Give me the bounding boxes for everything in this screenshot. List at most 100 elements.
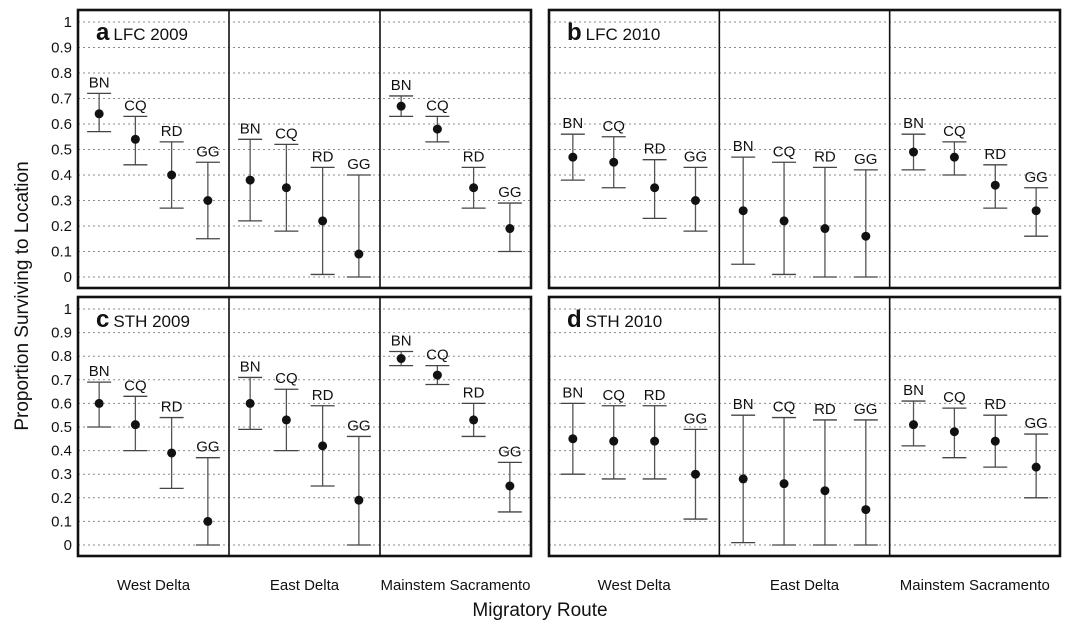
- site-label: CQ: [602, 118, 625, 135]
- site-label: RD: [463, 148, 485, 165]
- y-tick-label: 0.5: [51, 142, 72, 159]
- site-label: CQ: [124, 97, 147, 114]
- y-tick-label: 0.9: [51, 325, 72, 342]
- site-label: RD: [814, 401, 836, 418]
- site-label: CQ: [426, 347, 449, 364]
- site-label: CQ: [602, 387, 625, 404]
- site-label: RD: [644, 387, 666, 404]
- site-label: RD: [312, 148, 334, 165]
- data-point: [203, 516, 213, 526]
- panel-letter: c: [96, 306, 109, 333]
- site-label: GG: [1024, 415, 1047, 432]
- panel-title: STH 2009: [113, 312, 190, 331]
- data-point: [1031, 206, 1041, 216]
- site-label: GG: [347, 417, 370, 434]
- data-point: [820, 486, 830, 496]
- site-label: GG: [854, 401, 877, 418]
- data-point: [650, 436, 660, 446]
- site-label: CQ: [943, 123, 966, 140]
- site-label: CQ: [773, 399, 796, 416]
- data-point: [690, 196, 700, 205]
- data-point: [396, 354, 406, 364]
- y-tick-label: 0.3: [51, 466, 72, 483]
- site-label: RD: [984, 146, 1006, 163]
- site-label: RD: [644, 141, 666, 158]
- panel-letter: d: [567, 306, 582, 333]
- site-label: GG: [347, 156, 370, 173]
- data-point: [949, 152, 959, 162]
- y-tick-label: 0.6: [51, 395, 72, 412]
- site-label: RD: [161, 123, 183, 140]
- y-tick-label: 0.6: [51, 116, 72, 133]
- site-label: GG: [684, 410, 707, 427]
- site-label: BN: [562, 384, 583, 401]
- data-point: [909, 147, 919, 157]
- data-point: [167, 170, 177, 180]
- data-point: [281, 183, 291, 193]
- data-point: [432, 124, 442, 134]
- y-axis-title: Proportion Surviving to Location: [12, 161, 33, 430]
- site-label: BN: [733, 396, 754, 413]
- panel-label: b LFC 2010: [567, 19, 660, 46]
- panel-label: c STH 2009: [96, 306, 190, 333]
- panel-frame: [76, 8, 533, 290]
- panel-d: BN CQ RD GG West Delta BN CQ RD GG East Delta BN CQ…: [547, 295, 1062, 594]
- panel-title: LFC 2009: [113, 25, 188, 44]
- data-point: [609, 157, 619, 167]
- route-label: Mainstem Sacramento: [380, 577, 530, 594]
- panel-a: 0 0.1 0.2 0.3 0.4 0.5 0.6 0.7 0.8 0.9 1 BN CQ RD GG BN C…: [51, 8, 533, 290]
- site-label: CQ: [426, 97, 449, 114]
- data-point: [203, 196, 213, 205]
- data-point: [990, 180, 1000, 190]
- data-point: [505, 224, 515, 234]
- y-tick-label: 0.8: [51, 65, 72, 82]
- data-point: [354, 249, 364, 259]
- data-point: [650, 183, 660, 193]
- site-label: BN: [89, 74, 110, 91]
- y-tick-label: 0.7: [51, 91, 72, 108]
- y-tick-label: 0.2: [51, 218, 72, 235]
- data-point: [469, 415, 479, 425]
- site-label: BN: [240, 358, 261, 375]
- y-tick-label: 0.1: [51, 244, 72, 261]
- data-point: [609, 436, 619, 446]
- route-label: West Delta: [117, 577, 191, 594]
- site-label: BN: [903, 115, 924, 132]
- site-label: CQ: [275, 125, 298, 142]
- site-label: GG: [684, 148, 707, 165]
- route-label: Mainstem Sacramento: [900, 577, 1050, 594]
- data-point: [861, 231, 871, 241]
- data-point: [990, 436, 1000, 446]
- y-tick-label: 0: [64, 269, 72, 286]
- site-label: BN: [240, 120, 261, 137]
- panel-c: 0 0.1 0.2 0.3 0.4 0.5 0.6 0.7 0.8 0.9 1 BN CQ RD GG Wes…: [51, 295, 533, 594]
- site-label: RD: [161, 399, 183, 416]
- data-point: [245, 175, 255, 185]
- panel-frame: [76, 295, 533, 558]
- panel-b: BN CQ RD GG BN CQ RD GG BN CQ RD GG b LFC 2010: [547, 8, 1062, 290]
- data-point: [1031, 462, 1041, 472]
- data-point: [432, 370, 442, 380]
- y-tick-label: 1: [64, 301, 72, 318]
- y-tick-label: 1: [64, 14, 72, 31]
- data-point: [505, 481, 515, 491]
- site-label: BN: [89, 363, 110, 380]
- site-label: BN: [903, 382, 924, 399]
- data-point: [779, 479, 789, 489]
- site-label: GG: [196, 439, 219, 456]
- panel-title: STH 2010: [586, 312, 663, 331]
- data-point: [779, 216, 789, 226]
- data-point: [690, 469, 700, 479]
- data-point: [354, 495, 364, 505]
- site-label: GG: [1024, 169, 1047, 186]
- data-point: [568, 434, 578, 444]
- route-label: East Delta: [270, 577, 340, 594]
- data-point: [281, 415, 291, 425]
- data-point: [861, 505, 871, 515]
- panels: 0 0.1 0.2 0.3 0.4 0.5 0.6 0.7 0.8 0.9 1 BN CQ RD GG BN C…: [51, 8, 1062, 594]
- site-label: GG: [854, 151, 877, 168]
- y-tick-label: 0.5: [51, 419, 72, 436]
- site-label: GG: [498, 184, 521, 201]
- data-point: [245, 398, 255, 408]
